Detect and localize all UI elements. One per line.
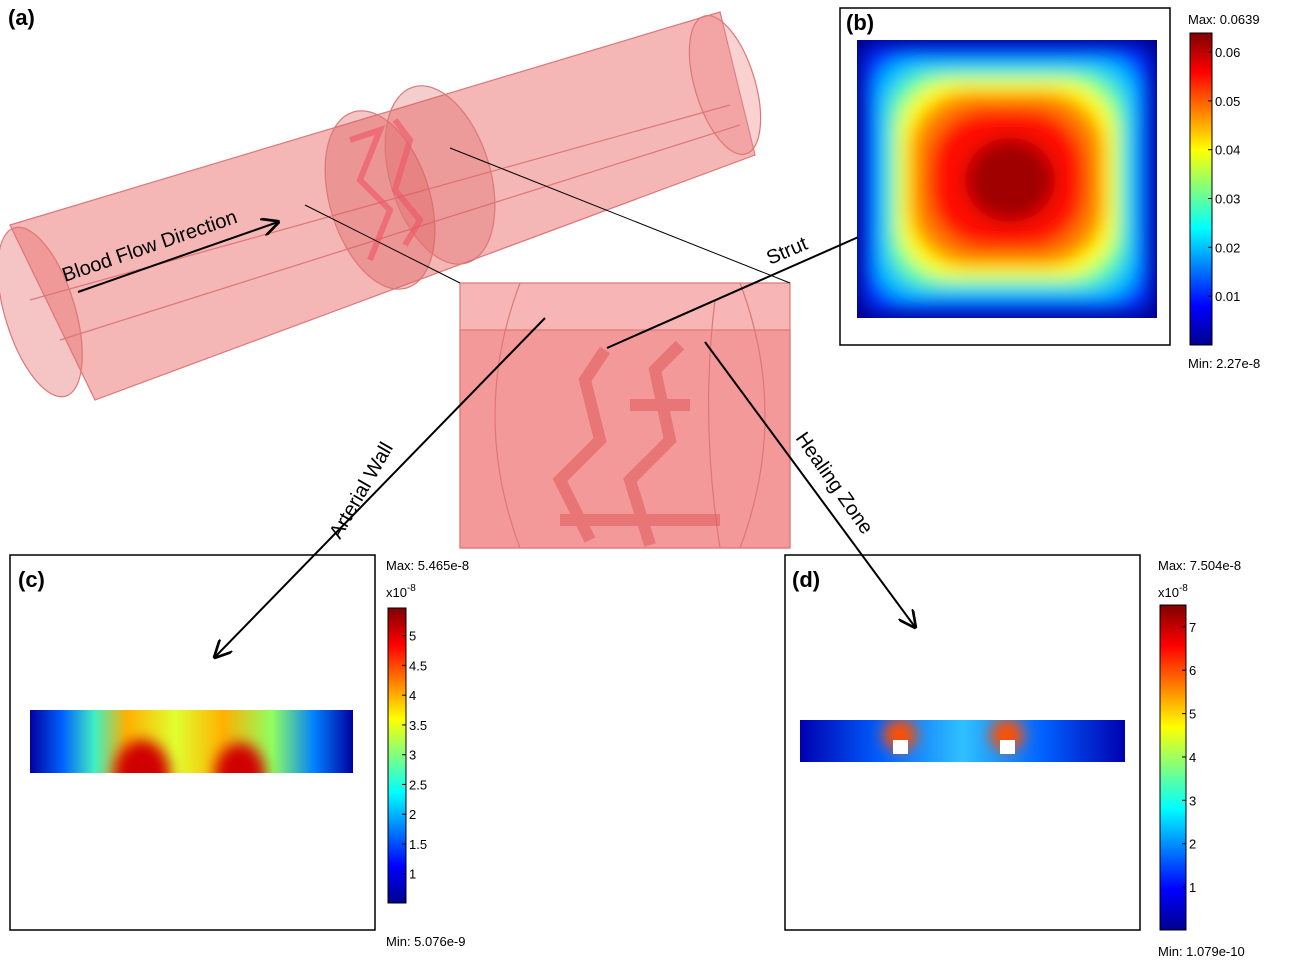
colorbar-tick-label: 3 bbox=[1189, 793, 1196, 808]
colorbar-tick-label: 0.05 bbox=[1215, 94, 1240, 109]
colorbar-max: Max: 0.0639 bbox=[1188, 12, 1260, 27]
colorbar-tick-label: 4 bbox=[1189, 750, 1196, 765]
colorbar bbox=[1190, 33, 1212, 345]
multiplier-exponent: -8 bbox=[1179, 583, 1188, 594]
colorbar-tick-label: 3.5 bbox=[409, 718, 427, 733]
colorbar-tick-label: 1 bbox=[1189, 880, 1196, 895]
colorbar-tick-label: 2 bbox=[1189, 837, 1196, 852]
colorbar-min: Min: 1.079e-10 bbox=[1158, 944, 1245, 959]
colorbar-min: Min: 2.27e-8 bbox=[1188, 356, 1260, 371]
colorbar-tick-label: 1 bbox=[409, 867, 416, 882]
colorbar-max: Max: 5.465e-8 bbox=[386, 558, 469, 573]
multiplier-base: x10 bbox=[386, 585, 407, 600]
colorbar-tick-label: 4 bbox=[409, 688, 416, 703]
colorbar-tick-label: 0.02 bbox=[1215, 240, 1240, 255]
colorbar-tick-label: 5 bbox=[409, 629, 416, 644]
colorbar-tick-label: 0.04 bbox=[1215, 143, 1240, 158]
panel-label: (a) bbox=[8, 5, 35, 30]
colorbar-max: Max: 7.504e-8 bbox=[1158, 558, 1241, 573]
annotation: Strut bbox=[763, 233, 811, 270]
heatmap bbox=[857, 40, 1157, 318]
colorbar-tick-label: 2.5 bbox=[409, 777, 427, 792]
colorbar-tick-label: 2 bbox=[409, 807, 416, 822]
colorbar-multiplier: x10-8 bbox=[1158, 583, 1188, 600]
colorbar-multiplier: x10-8 bbox=[386, 583, 416, 600]
colorbar-tick-label: 4.5 bbox=[409, 658, 427, 673]
heatmap bbox=[800, 719, 1125, 762]
colorbar-tick-label: 0.06 bbox=[1215, 45, 1240, 60]
colorbar-tick-label: 0.03 bbox=[1215, 192, 1240, 207]
multiplier-exponent: -8 bbox=[407, 583, 416, 594]
colorbar-tick-label: 3 bbox=[409, 748, 416, 763]
colorbar-tick-label: 6 bbox=[1189, 663, 1196, 678]
colorbar bbox=[388, 608, 406, 903]
colorbar-tick-label: 0.01 bbox=[1215, 289, 1240, 304]
annotation: Arterial Wall bbox=[325, 439, 398, 543]
panel-label: (c) bbox=[18, 567, 45, 592]
colorbar-tick-label: 5 bbox=[1189, 707, 1196, 722]
panel-label: (d) bbox=[792, 567, 820, 592]
colorbar-tick-label: 1.5 bbox=[409, 837, 427, 852]
colorbar-tick-label: 7 bbox=[1189, 620, 1196, 635]
multiplier-base: x10 bbox=[1158, 585, 1179, 600]
panel-label: (b) bbox=[846, 10, 874, 35]
annotation: Healing Zone bbox=[791, 428, 877, 538]
figure: (a) Blood Flow Direction Strut Arterial … bbox=[0, 0, 1295, 965]
colorbar bbox=[1160, 605, 1186, 930]
heatmap bbox=[30, 710, 353, 810]
colorbar-min: Min: 5.076e-9 bbox=[386, 934, 466, 949]
